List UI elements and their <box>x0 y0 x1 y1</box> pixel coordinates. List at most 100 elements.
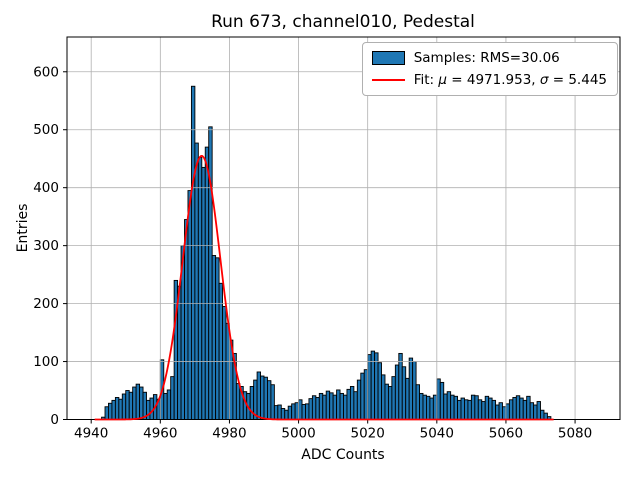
histogram-bar <box>450 394 455 420</box>
histogram-bar <box>298 399 303 420</box>
histogram-bar <box>356 379 362 420</box>
histogram-bar <box>381 374 386 420</box>
histogram-bar <box>121 393 127 420</box>
histogram-bar <box>277 404 282 420</box>
histogram-bar <box>419 392 424 420</box>
histogram-bar <box>512 397 517 420</box>
gridlines <box>67 37 620 420</box>
histogram-bar <box>464 399 469 420</box>
histogram-bar <box>308 398 313 420</box>
histogram-bar <box>322 394 327 420</box>
histogram-bar <box>108 402 113 420</box>
histogram-bar <box>267 380 272 420</box>
y-tick-label: 600 <box>33 64 59 80</box>
fit-label-prefix: Fit: <box>413 72 439 88</box>
histogram-bar <box>329 392 334 420</box>
histogram-bar <box>470 394 476 420</box>
histogram-bar <box>125 390 130 420</box>
histogram-bar <box>533 404 538 420</box>
histogram-bar <box>177 285 182 420</box>
histogram-bar <box>104 406 109 420</box>
legend-label-fit: Fit: μ = 4971.953, σ = 5.445 <box>414 72 607 88</box>
histogram-bar <box>426 395 431 420</box>
histogram-bar <box>495 404 500 420</box>
histogram-bar <box>474 395 479 420</box>
histogram-bar <box>291 403 296 420</box>
histogram-bar <box>429 397 434 420</box>
histogram-bar <box>118 398 123 420</box>
chart-title: Run 673, channel010, Pedestal <box>211 12 475 32</box>
histogram-bar <box>387 386 393 420</box>
histogram-bar <box>132 386 137 420</box>
histogram-bar <box>139 386 144 420</box>
histogram-bar <box>477 399 483 420</box>
histogram-bar <box>260 375 265 420</box>
histogram-bar <box>529 402 535 420</box>
histogram-bar <box>284 409 289 420</box>
histogram-bar <box>453 395 459 420</box>
histogram-bar <box>184 219 189 420</box>
histogram-bar <box>467 399 472 420</box>
histogram-bar <box>263 376 268 420</box>
histogram-bar <box>401 366 407 420</box>
sigma-symbol: σ <box>539 72 549 88</box>
histogram-bar <box>311 395 317 420</box>
histogram-bar <box>128 391 134 420</box>
x-tick-label: 5060 <box>489 426 523 442</box>
histogram-bar <box>446 391 452 420</box>
y-tick-label: 200 <box>33 296 59 312</box>
histogram-bar <box>481 401 486 420</box>
y-tick-label: 500 <box>33 122 59 138</box>
y-tick-label: 100 <box>33 354 59 370</box>
histogram-bar <box>491 399 497 420</box>
histogram-bar <box>336 389 341 420</box>
histogram-bars <box>101 85 552 420</box>
histogram-bar <box>408 357 414 420</box>
mu-value: = 4971.953, <box>446 72 540 88</box>
legend-item-samples: Samples: RMS=30.06 <box>371 50 607 66</box>
y-tick-label: 0 <box>50 412 59 428</box>
histogram-bar <box>377 362 382 420</box>
histogram-bar <box>519 397 524 420</box>
legend-label-samples: Samples: RMS=30.06 <box>413 50 560 66</box>
histogram-bar <box>374 352 379 420</box>
fit-line-swatch <box>371 79 405 81</box>
y-tick-label: 400 <box>33 180 59 196</box>
y-axis-label: Entries <box>15 204 31 253</box>
histogram-bar <box>249 386 255 420</box>
x-axis-label: ADC Counts <box>301 447 384 463</box>
histogram-bar <box>526 395 531 420</box>
histogram-bar <box>432 394 438 420</box>
histogram-swatch <box>371 51 405 65</box>
histogram-bar <box>273 405 279 420</box>
histogram-bar <box>163 392 168 420</box>
histogram-bar <box>502 406 507 420</box>
histogram-bar <box>439 381 445 420</box>
x-tick-label: 5040 <box>420 426 454 442</box>
x-tick-label: 5000 <box>281 426 315 442</box>
histogram-bar <box>318 392 324 420</box>
histogram-bar <box>287 405 293 420</box>
histogram-bar <box>305 403 310 420</box>
histogram-bar <box>346 388 351 420</box>
histogram-bar <box>536 401 541 420</box>
histogram-bar <box>194 142 199 420</box>
histogram-bar <box>443 393 448 420</box>
histogram-bar <box>363 369 369 420</box>
x-tick-label: 4980 <box>212 426 246 442</box>
histogram-bar <box>540 409 545 420</box>
histogram-bar <box>488 397 493 420</box>
histogram-bar <box>190 85 196 420</box>
histogram-bar <box>332 394 338 420</box>
histogram-bar <box>225 322 230 420</box>
histogram-bar <box>460 397 465 420</box>
tick-labels: 4940 4960 4980 5000 5020 5040 5060 5080 0 100 200 3… <box>33 64 592 441</box>
histogram-bar <box>412 361 417 420</box>
histogram-bar <box>405 377 410 420</box>
histogram-bar <box>315 397 320 420</box>
histogram-bar <box>201 166 206 420</box>
histogram-bar <box>522 399 528 420</box>
histogram-bar <box>187 190 192 420</box>
